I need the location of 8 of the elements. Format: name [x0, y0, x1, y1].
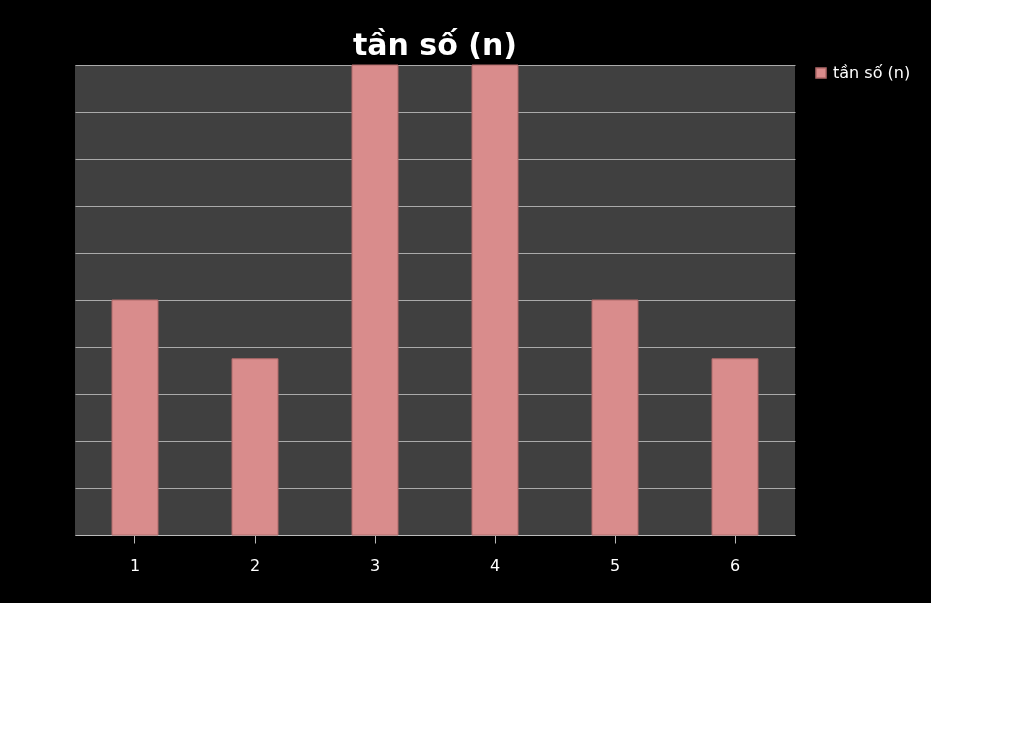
- x-tick-label: 1: [129, 555, 141, 575]
- x-tick-label: 3: [369, 555, 381, 575]
- x-tick-label: 5: [609, 555, 621, 575]
- x-tick-label: 2: [249, 555, 261, 575]
- legend-label: tần số (n): [833, 63, 911, 82]
- chart-title: tần số (n): [352, 26, 518, 62]
- x-tick-label: 6: [729, 555, 741, 575]
- x-tick-label: 4: [489, 555, 501, 575]
